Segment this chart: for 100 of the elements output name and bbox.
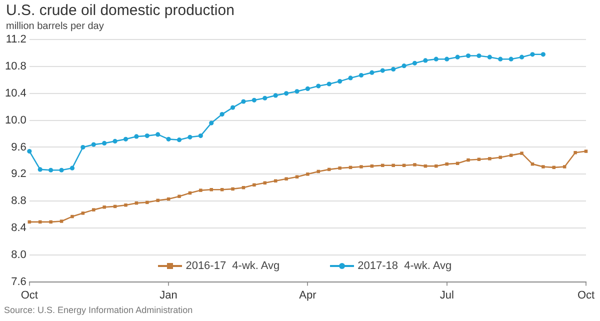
point [124,203,128,207]
point [49,220,52,224]
point [487,54,492,60]
point [338,79,342,84]
point [498,156,502,159]
point [412,60,418,66]
point [188,134,192,140]
point [38,167,42,172]
point [27,148,32,154]
x-tick-label: Apr [299,289,317,302]
point [199,188,202,192]
point [381,164,384,168]
point [284,91,289,96]
point [60,220,64,223]
y-tick-label: 10.8 [4,60,26,73]
point [402,64,406,68]
point [466,158,470,162]
point [520,152,524,155]
y-tick-label: 7.6 [11,276,26,288]
point [144,134,150,138]
point [316,84,321,88]
point [476,53,482,58]
point [326,82,332,86]
point [252,98,256,102]
point [80,144,86,150]
point [231,187,234,191]
point [423,58,428,63]
point [134,134,139,139]
y-tick-label: 9.2 [11,168,26,180]
point [380,68,385,73]
point [210,188,213,192]
point [455,54,460,60]
point [209,120,214,126]
point [112,138,118,144]
point [166,136,171,142]
point [156,132,160,137]
point [273,93,278,98]
point [81,212,85,215]
y-tick-label: 8.0 [11,248,26,261]
point [294,89,300,94]
point [413,163,416,166]
point [574,151,577,154]
point [262,96,268,100]
chart-subtitle: million barrels per day [6,21,104,32]
point [466,53,471,58]
chart-title: U.S. crude oil domestic production [6,2,234,19]
point [444,56,450,62]
point [176,138,182,142]
x-tick-label: Jan [160,289,178,302]
point [391,66,396,72]
point [358,72,364,78]
point [488,157,492,160]
point [252,183,256,187]
point [392,164,395,168]
point [360,165,363,168]
point [542,165,545,168]
y-tick-label: 8.4 [11,222,26,234]
point [508,56,514,62]
point [70,166,75,170]
point [434,164,438,168]
point [123,136,128,142]
y-tick-label: 10.4 [4,87,26,100]
x-tick-label: Oct [20,289,38,302]
y-tick-label: 9.6 [11,141,26,154]
point [284,177,288,180]
point [540,52,546,57]
point [498,56,503,62]
point [584,150,588,153]
point [92,208,96,212]
x-tick-label: Jul [440,289,454,302]
point [220,188,224,192]
point [198,134,203,138]
point [562,165,566,168]
point [306,172,310,176]
point [370,70,374,75]
point [156,198,160,202]
point [230,105,236,110]
point [91,142,96,147]
point [70,214,74,218]
source-note: Source: U.S. Energy Information Administration [4,305,193,315]
point [509,154,513,157]
point [295,175,299,178]
point [305,86,310,92]
legend-label: 2017-18 4-wk. Avg [358,260,452,272]
point [530,52,535,57]
y-tick-label: 8.8 [11,195,26,208]
point [178,194,181,198]
x-tick-label: Oct [577,289,595,302]
y-tick-label: 10.0 [4,114,26,126]
point [477,158,481,161]
y-tick-label: 11.2 [6,34,26,46]
point [445,162,448,166]
point [146,200,149,204]
point [220,112,224,117]
point [102,205,106,209]
point [434,56,438,62]
point [348,76,353,80]
point [59,168,64,172]
legend-label: 2016-17 4-wk. Avg [186,260,280,272]
point [48,168,54,172]
